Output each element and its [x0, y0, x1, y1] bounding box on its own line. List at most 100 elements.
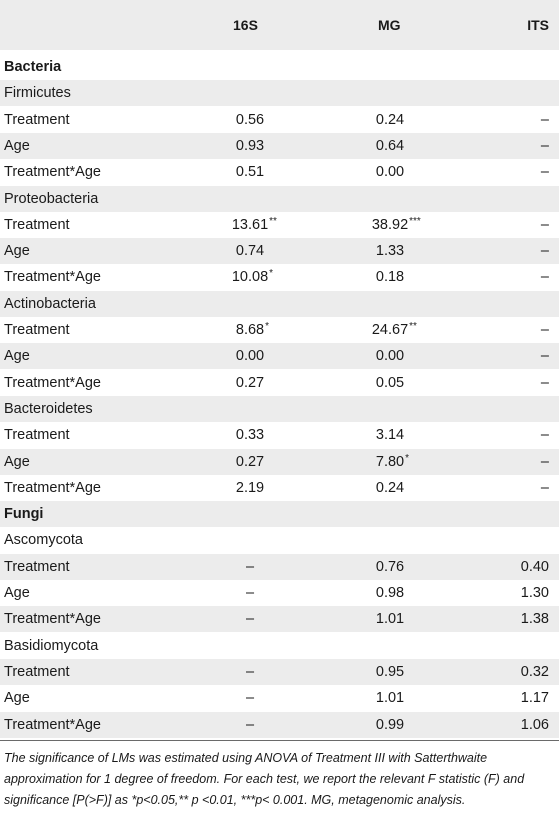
value-text: – [540, 243, 549, 260]
cell-value: – [541, 159, 549, 185]
table-row: Age 0.27 7.80 * – [0, 448, 559, 475]
cell-mg: 0.99 [340, 712, 440, 738]
value-text: 0.56 [235, 111, 265, 128]
row-label: Treatment*Age [4, 269, 101, 286]
cell-value: 0.98 [376, 580, 404, 606]
group-row: Proteobacteria [0, 185, 559, 212]
cell-value: – [541, 212, 549, 238]
cell-16s: 0.56 [200, 107, 300, 133]
table-row: Treatment 8.68 * 24.67 ** – [0, 317, 559, 343]
cell-value: 24.67 ** [372, 317, 417, 343]
cell-its: – [541, 422, 549, 448]
cell-16s: 0.33 [200, 422, 300, 448]
group-row: Ascomycota [0, 527, 559, 553]
cell-16s: – [200, 712, 300, 738]
value-text: – [540, 269, 549, 286]
cell-mg: 0.00 [340, 159, 440, 185]
value-text: 0.33 [235, 427, 265, 444]
group-label: Proteobacteria [4, 190, 99, 207]
bottom-rule [0, 740, 559, 741]
cell-its: 1.06 [521, 712, 549, 738]
group-row: Firmicutes [0, 80, 559, 107]
cell-value: 7.80 * [376, 449, 409, 475]
cell-value: 1.06 [521, 712, 549, 738]
cell-value: 0.64 [376, 133, 404, 159]
section-label: Fungi [4, 506, 44, 523]
cell-its: – [541, 343, 549, 369]
group-label: Ascomycota [4, 532, 83, 549]
cell-value: 0.32 [521, 659, 549, 685]
cell-16s: – [200, 606, 300, 632]
row-label: Age [4, 453, 30, 470]
cell-value: – [541, 317, 549, 343]
significance-marker: * [265, 321, 270, 332]
row-label: Treatment [4, 216, 70, 233]
group-label: Bacteroidetes [4, 400, 93, 417]
cell-value: 0.24 [376, 107, 404, 133]
cell-value: 0.95 [376, 659, 404, 685]
row-label: Age [4, 585, 30, 601]
cell-value: 1.38 [521, 606, 549, 632]
cell-its: 1.17 [521, 685, 549, 711]
cell-value: – [246, 685, 254, 711]
cell-value: 13.61 ** [232, 212, 277, 238]
significance-marker: * [405, 452, 410, 464]
cell-mg: 0.64 [340, 133, 440, 159]
table-row: Treatment 0.56 0.24 – [0, 107, 559, 133]
cell-value: 0.00 [376, 343, 404, 369]
cell-value: 10.08 * [231, 264, 273, 290]
cell-value: – [541, 422, 549, 448]
row-label: Treatment*Age [4, 374, 101, 391]
cell-its: – [541, 370, 549, 396]
column-header-mg: MG [378, 17, 401, 33]
value-text: 3.14 [375, 427, 405, 444]
table-row: Treatment 0.33 3.14 – [0, 422, 559, 448]
table-row: Age – 1.01 1.17 [0, 685, 559, 711]
cell-mg: 0.05 [340, 370, 440, 396]
cell-value: 2.19 [236, 475, 264, 501]
cell-mg: 1.33 [340, 238, 440, 264]
cell-value: – [246, 712, 254, 738]
significance-marker: ** [409, 321, 417, 332]
table-row: Treatment*Age 10.08 * 0.18 – [0, 264, 559, 290]
value-text: 0.24 [375, 111, 405, 128]
cell-its: – [541, 107, 549, 133]
cell-its: – [541, 317, 549, 343]
table-row: Treatment*Age 2.19 0.24 – [0, 475, 559, 501]
cell-value: 0.51 [236, 159, 264, 185]
table-row: Age 0.74 1.33 – [0, 238, 559, 265]
cell-value: 0.05 [376, 370, 404, 396]
cell-value: 0.18 [376, 264, 404, 290]
value-text: 10.08 [231, 269, 269, 286]
significance-marker: *** [409, 215, 421, 227]
row-label: Age [4, 243, 30, 260]
footnote-text: The significance of LMs was estimated us… [4, 751, 525, 807]
cell-value: 0.93 [236, 133, 264, 159]
table-header: 16S MG ITS [0, 0, 559, 50]
cell-value: – [541, 107, 549, 133]
value-text: – [540, 164, 549, 181]
column-header-its: ITS [527, 17, 549, 33]
significance-marker: ** [269, 215, 277, 227]
table-row: Treatment – 0.95 0.32 [0, 658, 559, 685]
row-label: Age [4, 690, 30, 707]
value-text: 1.01 [375, 690, 405, 707]
group-label: Actinobacteria [4, 295, 96, 312]
cell-value: 1.01 [376, 685, 404, 711]
cell-value: 1.01 [376, 606, 404, 632]
group-label: Firmicutes [4, 85, 71, 102]
cell-16s: 0.51 [200, 159, 300, 185]
group-row: Actinobacteria [0, 290, 559, 317]
cell-value: 0.40 [521, 554, 549, 580]
value-text: 8.68 [235, 322, 265, 338]
cell-value: 0.00 [376, 159, 404, 185]
section-label: Bacteria [4, 59, 62, 75]
cell-value: 0.24 [376, 475, 404, 501]
cell-value: – [246, 580, 254, 606]
cell-value: – [246, 659, 254, 685]
value-text: 0.64 [375, 137, 405, 154]
value-text: 0.74 [235, 243, 265, 260]
cell-16s: 2.19 [200, 475, 300, 501]
cell-its: – [541, 238, 549, 264]
value-text: 0.27 [235, 374, 265, 391]
